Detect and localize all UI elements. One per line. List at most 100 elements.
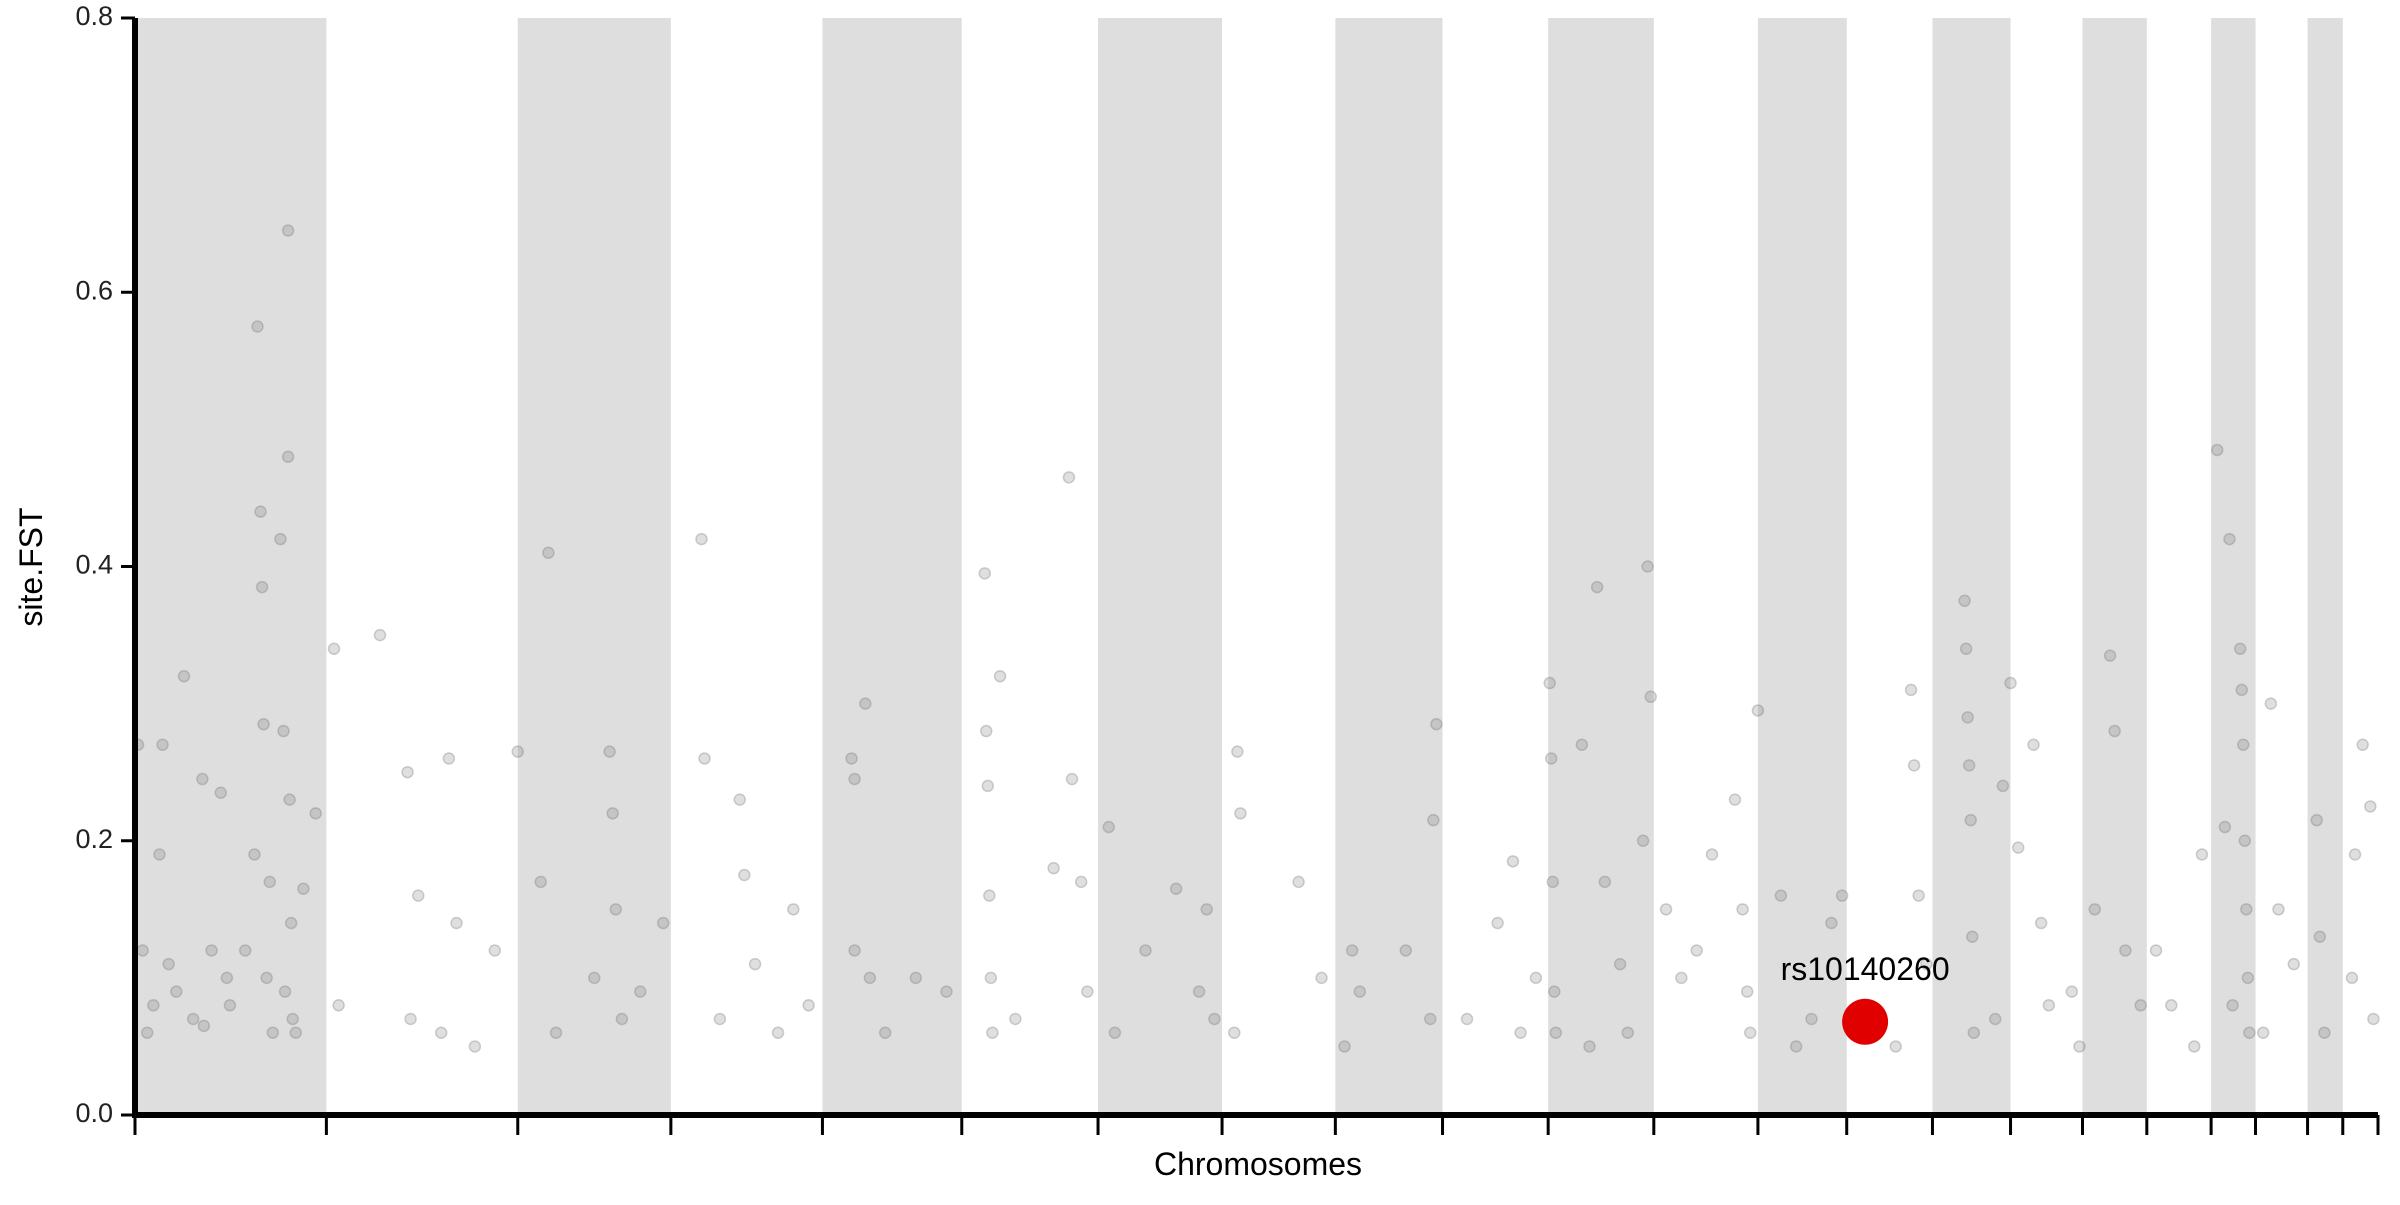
snp-point (2210, 443, 2224, 457)
chromosome-bands (135, 18, 2343, 1115)
snp-point (153, 848, 166, 861)
snp-point (214, 786, 227, 800)
snp-point (1728, 793, 1742, 806)
snp-point (136, 944, 149, 957)
snp-point (1047, 861, 1060, 875)
chromosome-band (2211, 18, 2256, 1115)
snp-point (787, 903, 800, 916)
axes: 0.0 0.2 0.4 0.6 0.8 (75, 1, 2380, 1135)
chromosome-band (517, 18, 671, 1115)
snp-point (1912, 889, 1925, 902)
snp-point (2348, 848, 2362, 861)
snp-point (1543, 676, 1556, 690)
snp-point (1961, 711, 1974, 724)
chromosome-band (2307, 18, 2343, 1115)
snp-point (1740, 985, 1754, 998)
snp-point (1958, 594, 1971, 608)
chromosome-band (1932, 18, 2011, 1115)
snp-point (238, 944, 252, 957)
snp-point (1613, 957, 1627, 971)
snp-point (2011, 841, 2025, 854)
snp-point (147, 999, 160, 1012)
snp-point (615, 1012, 629, 1026)
snp-point (286, 1012, 299, 1026)
snp-point (981, 779, 995, 793)
snp-point (2313, 930, 2327, 943)
highlight-point (1842, 998, 1889, 1045)
snp-point (1460, 1012, 1474, 1026)
snp-point (2119, 944, 2132, 957)
snp-point (2034, 916, 2048, 930)
snp-point (1736, 903, 1749, 916)
snp-point (170, 985, 183, 998)
snp-point (257, 717, 270, 731)
snp-point (2240, 903, 2253, 916)
snp-point (2235, 683, 2248, 697)
snp-point (1774, 889, 1788, 902)
snp-point (771, 1026, 785, 1039)
snp-point (260, 971, 273, 985)
snp-point (698, 752, 711, 765)
snp-point (588, 971, 601, 985)
x-axis-label: Chromosomes (1154, 1146, 1362, 1182)
snp-point (2165, 999, 2178, 1012)
snp-point (1544, 752, 1558, 765)
snp-point (1514, 1026, 1527, 1039)
snp-point (248, 848, 261, 861)
snp-point (2108, 724, 2121, 738)
snp-point (738, 868, 751, 882)
snp-point (373, 628, 387, 642)
snp-point (1959, 642, 1973, 656)
snp-point (733, 793, 747, 806)
snp-point (1805, 1012, 1818, 1026)
snp-point (2065, 985, 2079, 998)
snp-point (1675, 971, 1688, 985)
snp-point (2256, 1026, 2270, 1039)
snp-point (2088, 903, 2102, 916)
snp-point (1546, 875, 1560, 889)
snp-point (1169, 882, 1183, 895)
snp-point (1907, 759, 1921, 772)
snp-point (2243, 1026, 2256, 1039)
snp-point (984, 971, 998, 985)
snp-point (2364, 800, 2377, 813)
snp-point (713, 1012, 727, 1026)
snp-point (255, 580, 269, 594)
snp-point (196, 772, 209, 786)
snp-point (2103, 649, 2117, 662)
snp-point (1966, 930, 1979, 943)
snp-point (251, 320, 264, 333)
snp-point (2004, 676, 2017, 690)
chromosome-band (822, 18, 962, 1115)
snp-point (1904, 683, 1918, 697)
snp-point (1590, 580, 1604, 594)
y-tick-label: 0.6 (75, 275, 113, 305)
snp-point (2238, 834, 2252, 847)
snp-point (401, 765, 414, 779)
snp-point (511, 745, 525, 758)
snp-point (404, 1012, 417, 1026)
snp-point (2237, 738, 2250, 752)
chromosome-band (1548, 18, 1654, 1115)
snp-point (434, 1026, 448, 1039)
snp-point (205, 944, 218, 957)
snp-point (2233, 642, 2247, 656)
snp-point (802, 999, 815, 1012)
snp-point (2027, 738, 2040, 752)
snp-point (488, 944, 502, 957)
snp-point (1292, 875, 1305, 889)
snp-point (254, 505, 267, 518)
snp-point (468, 1040, 482, 1053)
snp-point (1208, 1012, 1221, 1026)
snp-point (2287, 957, 2301, 971)
snp-point (1192, 985, 1206, 998)
snp-point (1353, 985, 1367, 998)
snp-point (1074, 875, 1088, 889)
snp-point (606, 807, 619, 820)
snp-point (297, 882, 310, 895)
snp-point (1575, 738, 1589, 752)
snp-point (695, 532, 708, 546)
snp-point (1491, 916, 1504, 930)
